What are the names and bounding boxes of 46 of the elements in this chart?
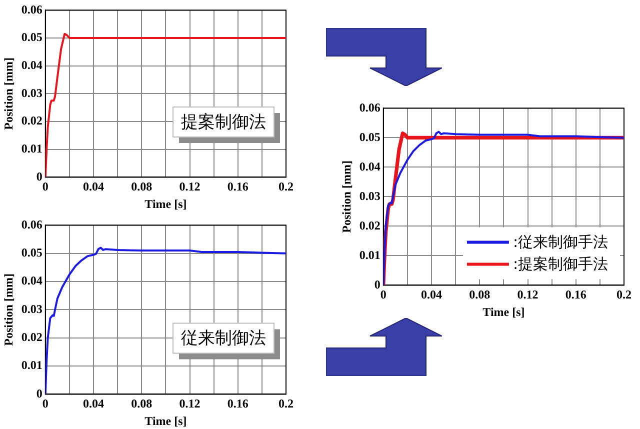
y-tick-label: 0.02 <box>21 114 42 128</box>
y-tick-label: 0 <box>36 169 42 184</box>
y-axis-title: Position [mm] <box>339 160 354 233</box>
x-tick-label: 0.2 <box>278 179 294 194</box>
y-tick-label: 0.06 <box>21 2 42 16</box>
y-tick-label: 0.04 <box>21 274 42 288</box>
y-tick-label: 0.05 <box>359 130 380 144</box>
x-axis-title: Time [s] <box>482 304 525 319</box>
y-tick-label: 0.03 <box>21 86 42 100</box>
y-tick-label: 0.01 <box>21 358 42 372</box>
x-tick-label: 0.16 <box>565 287 586 302</box>
x-tick-label: 0.12 <box>517 287 538 302</box>
x-axis-title: Time [s] <box>144 414 187 428</box>
x-tick-label: 0.04 <box>83 179 104 194</box>
x-axis-title: Time [s] <box>144 196 187 211</box>
y-tick-label: 0.05 <box>21 30 42 44</box>
x-tick-label: 0.16 <box>227 179 248 194</box>
y-axis-title: Position [mm] <box>1 58 16 130</box>
annotation: 従来制御法 <box>181 328 266 349</box>
y-tick-label: 0.01 <box>21 141 42 156</box>
x-tick-label: 0.12 <box>179 396 200 410</box>
x-tick-label: 0.2 <box>278 396 294 410</box>
legend-label: :従来制御手法 <box>512 233 608 252</box>
y-tick-label: 0.03 <box>359 188 380 203</box>
x-tick-label: 0.08 <box>469 287 490 302</box>
x-tick-label: 0.12 <box>179 179 200 194</box>
y-tick-label: 0.02 <box>21 330 42 344</box>
y-tick-label: 0.04 <box>21 58 42 72</box>
y-tick-label: 0.04 <box>359 159 380 174</box>
x-tick-label: 0.2 <box>616 287 632 302</box>
annotation: 提案制御法 <box>181 112 266 132</box>
y-tick-label: 0.06 <box>21 217 42 232</box>
y-tick-label: 0.05 <box>21 245 42 260</box>
x-tick-label: 0.16 <box>227 396 248 410</box>
y-tick-label: 0.03 <box>21 302 42 316</box>
y-tick-label: 0 <box>374 277 380 292</box>
y-axis-title: Position [mm] <box>1 274 16 346</box>
x-tick-label: 0.04 <box>421 287 442 302</box>
y-tick-label: 0.06 <box>359 100 380 114</box>
y-tick-label: 0.01 <box>359 248 380 262</box>
y-tick-label: 0 <box>36 386 42 400</box>
x-tick-label: 0.08 <box>131 179 152 194</box>
x-tick-label: 0.04 <box>83 396 104 410</box>
legend-label: :提案制御手法 <box>512 255 608 274</box>
x-tick-label: 0.08 <box>131 396 152 410</box>
y-tick-label: 0.02 <box>359 218 380 232</box>
